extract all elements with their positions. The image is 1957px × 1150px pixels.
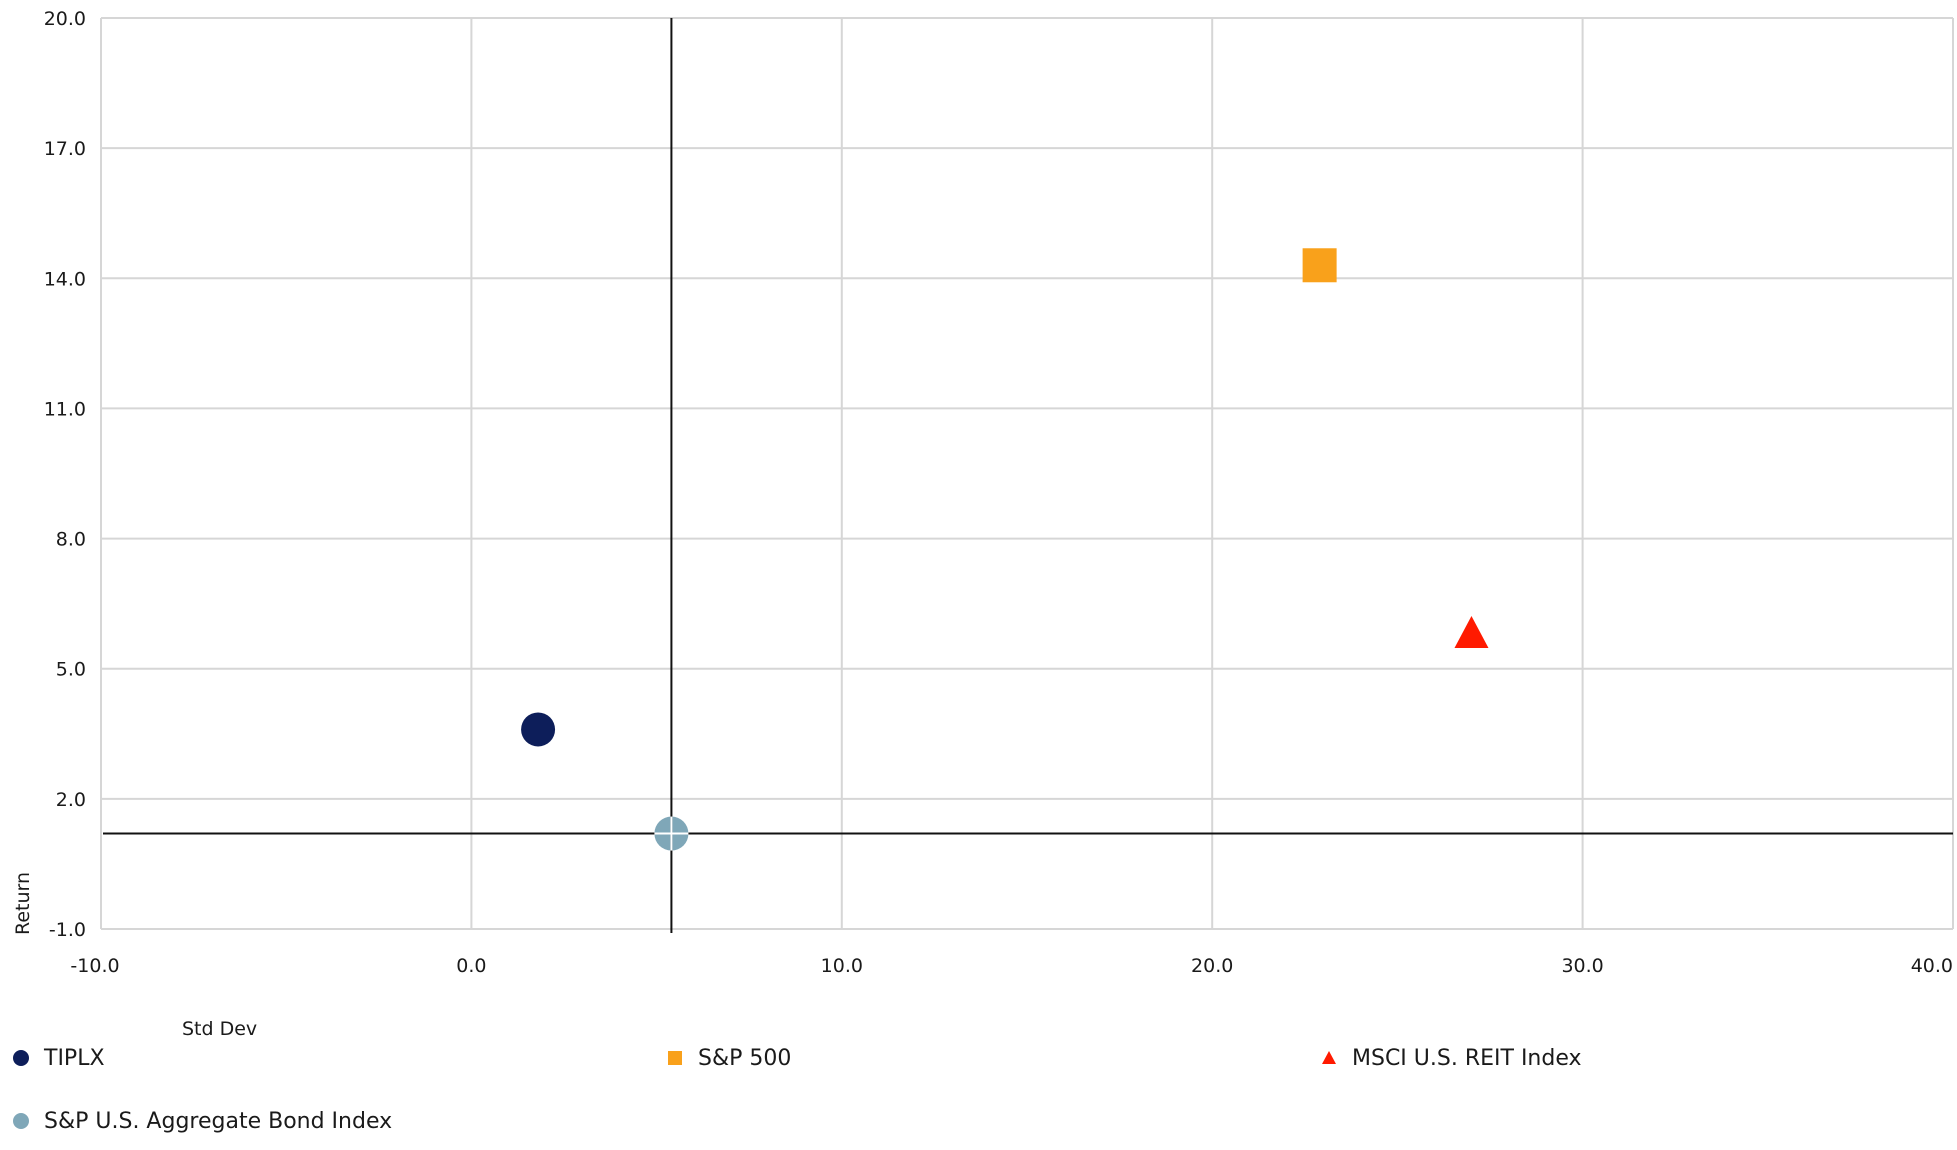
- y-tick-label: 14.0: [44, 268, 86, 290]
- x-tick-label: 30.0: [1561, 955, 1603, 977]
- y-tick-label: 17.0: [44, 138, 86, 160]
- y-axis-title: Return: [12, 872, 34, 935]
- x-tick-label: 0.0: [456, 955, 486, 977]
- x-axis-title: Std Dev: [182, 1018, 257, 1040]
- grid: [100, 17, 1954, 930]
- x-tick-label: 20.0: [1191, 955, 1233, 977]
- y-tick-label: 2.0: [56, 789, 86, 811]
- y-tick-label: -1.0: [49, 919, 86, 941]
- tick-labels: -10.0 0.0 10.0 20.0 30.0 40.0 -1.0 2.0 5.0 8.0 11.…: [44, 8, 1953, 977]
- y-tick-label: 8.0: [56, 529, 86, 551]
- y-tick-label: 11.0: [44, 398, 86, 420]
- data-points: [521, 248, 1489, 851]
- point-msci-u-s-reit-index[interactable]: [1454, 616, 1489, 649]
- y-tick-label: 5.0: [56, 659, 86, 681]
- x-tick-label: -10.0: [70, 955, 119, 977]
- x-tick-label: 10.0: [821, 955, 863, 977]
- x-tick-label: 40.0: [1911, 955, 1953, 977]
- y-tick-label: 20.0: [44, 8, 86, 30]
- crosshair: [103, 18, 1953, 933]
- point-s-p-500[interactable]: [1302, 248, 1337, 283]
- point-tiplx[interactable]: [521, 712, 556, 747]
